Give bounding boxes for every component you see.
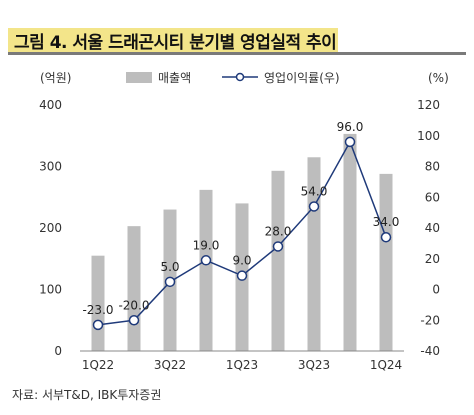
x-tick-label: 1Q23: [226, 358, 258, 372]
data-label: 28.0: [265, 224, 292, 238]
bar: [379, 173, 393, 351]
line-point: [380, 231, 392, 243]
source-note: 자료: 서부T&D, IBK투자증권: [12, 388, 162, 402]
left-tick-label: 100: [39, 283, 62, 297]
bar: [199, 189, 213, 351]
left-tick-label: 200: [39, 221, 62, 235]
legend-bar-swatch: [126, 72, 152, 83]
data-label: -20.0: [118, 298, 149, 312]
right-tick-label: 20: [425, 252, 440, 266]
line-point: [128, 315, 140, 326]
legend-bar-label: 매출액: [158, 71, 191, 85]
right-tick-label: -20: [420, 313, 440, 327]
x-tick-label: 3Q23: [298, 358, 330, 372]
line-point: [164, 276, 176, 288]
data-label: 54.0: [301, 184, 328, 198]
right-tick-label: 40: [425, 221, 440, 235]
x-tick-label: 3Q22: [154, 358, 186, 372]
bar: [343, 133, 357, 351]
data-label: -23.0: [82, 303, 113, 317]
line-point: [200, 255, 212, 266]
line-point: [92, 319, 104, 331]
left-axis-unit: (억원): [40, 71, 71, 85]
right-tick-label: -40: [420, 344, 440, 358]
legend-line-marker: [235, 72, 245, 82]
right-tick-label: 80: [425, 160, 440, 174]
line-point: [272, 241, 284, 252]
legend-line-label: 영업이익률(우): [264, 71, 340, 85]
right-tick-label: 60: [425, 190, 440, 204]
right-axis-unit: (%): [428, 71, 449, 85]
data-label: 96.0: [337, 120, 364, 134]
right-tick-label: 100: [417, 129, 440, 143]
left-tick-label: 300: [39, 160, 62, 174]
line-point: [344, 136, 356, 148]
bar: [127, 226, 141, 351]
bar: [271, 170, 285, 351]
data-label: 19.0: [193, 238, 220, 252]
title-highlight: [8, 28, 338, 52]
left-tick-label: 0: [54, 344, 62, 358]
data-label: 9.0: [232, 254, 251, 268]
data-label: 34.0: [373, 215, 400, 229]
line-point: [236, 270, 248, 281]
data-label: 5.0: [160, 260, 179, 274]
x-tick-label: 1Q22: [82, 358, 114, 372]
title-bar: 그림 4. 서울 드래곤시티 분기별 영업실적 추이: [8, 24, 466, 55]
left-tick-label: 400: [39, 98, 62, 112]
chart-title: 그림 4. 서울 드래곤시티 분기별 영업실적 추이: [14, 33, 337, 53]
right-tick-label: 120: [417, 98, 440, 112]
chart: (억원) (%) 매출액 영업이익률(우) 0 100 200 300 400 -40 -20 0 20…: [39, 71, 449, 372]
x-tick-label: 1Q24: [370, 358, 402, 372]
right-tick-label: 0: [432, 283, 440, 297]
line-point: [308, 201, 320, 212]
